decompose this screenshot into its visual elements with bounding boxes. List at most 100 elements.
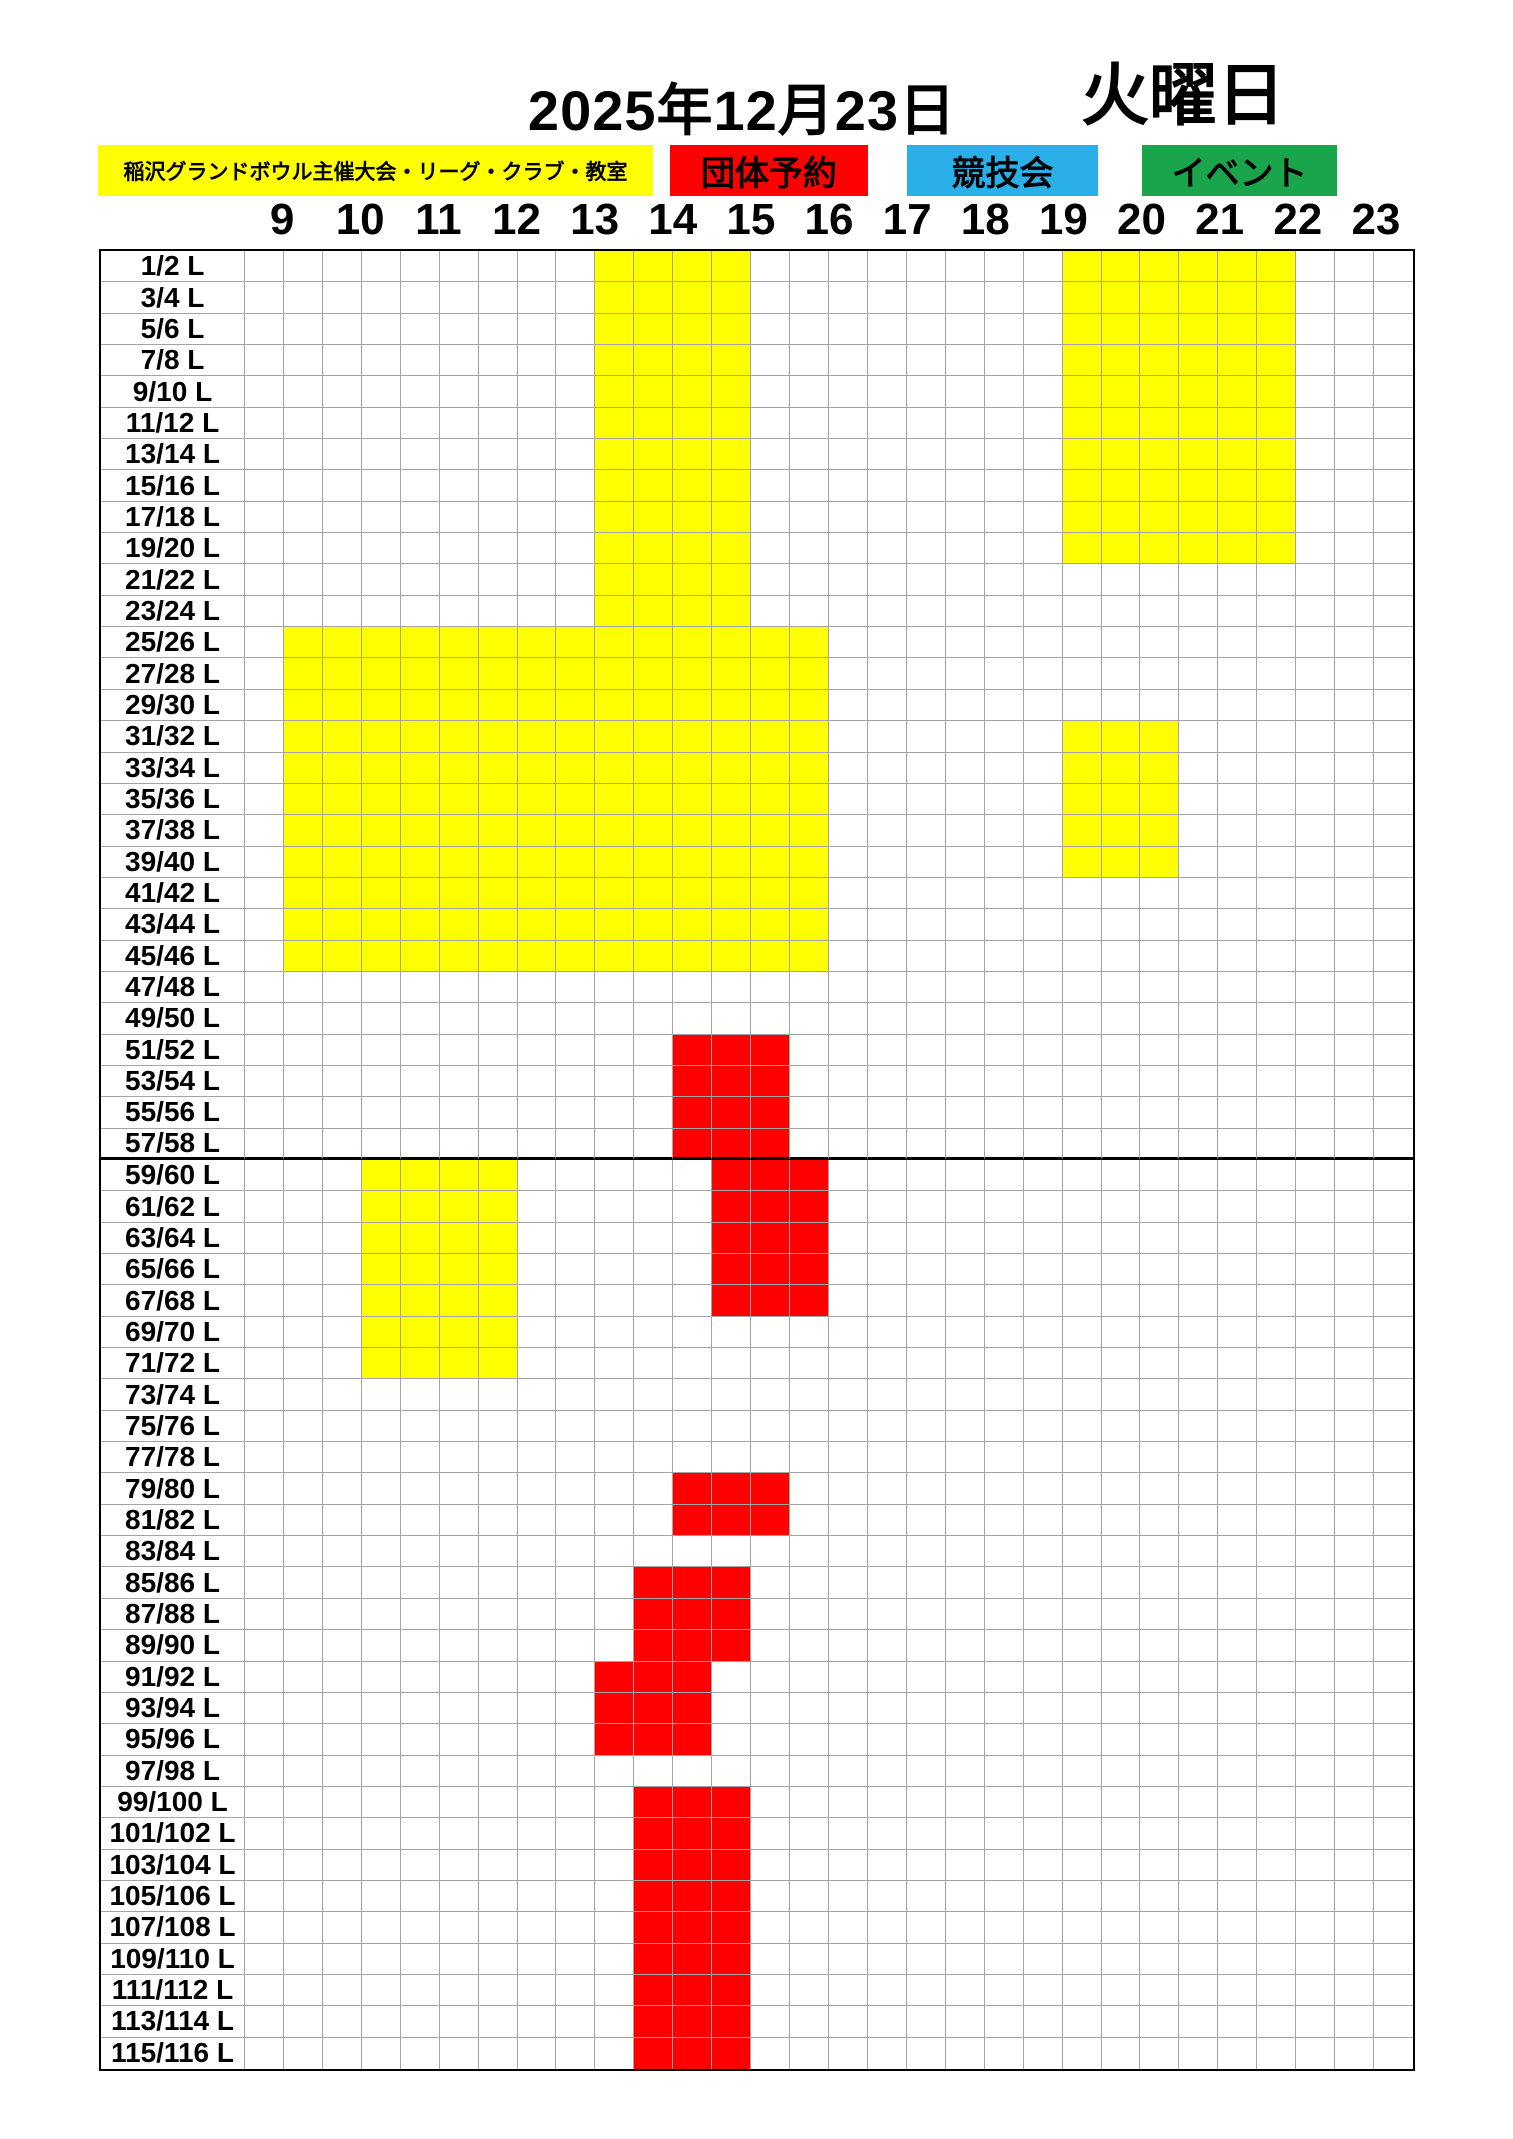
booking-cell-league <box>478 721 518 753</box>
slot-cell <box>1101 1630 1141 1662</box>
slot-cell <box>1101 1786 1141 1819</box>
slot-cell <box>1296 1065 1336 1098</box>
slot-cell <box>322 282 362 314</box>
booking-cell-league <box>712 815 752 847</box>
slot-cell <box>751 251 791 283</box>
slot-cell <box>906 658 946 690</box>
slot-cell <box>556 1316 596 1349</box>
slot-cell <box>439 1473 479 1505</box>
slot-cell <box>867 1034 907 1066</box>
slot-cell <box>984 752 1024 784</box>
slot-cell <box>478 1410 518 1443</box>
slot-cell <box>829 1661 868 1693</box>
lane-label: 81/82 L <box>101 1504 245 1537</box>
slot-cell <box>595 2006 635 2038</box>
slot-cell <box>984 1254 1024 1286</box>
slot-cell <box>245 1943 284 1975</box>
slot-cell <box>1374 1693 1413 1725</box>
time-label-9: 9 <box>269 195 295 244</box>
slot-cell <box>867 1786 907 1819</box>
slot-cell <box>1257 1191 1297 1223</box>
slot-cell <box>829 564 868 596</box>
slot-cell <box>1179 1755 1219 1787</box>
slot-cell <box>1023 940 1063 972</box>
slot-cell <box>867 313 907 346</box>
slot-cell <box>1374 470 1413 502</box>
slot-cell <box>245 627 284 659</box>
slot-cell <box>1335 877 1375 910</box>
slot-cell <box>1257 752 1297 784</box>
slot-cell <box>1062 1410 1102 1443</box>
slot-cell <box>906 752 946 784</box>
slot-cell <box>673 1755 713 1787</box>
slot-cell <box>1140 909 1180 941</box>
slot-cell <box>945 470 985 502</box>
booking-cell-league <box>790 721 829 753</box>
slot-cell <box>906 533 946 565</box>
slot-cell <box>790 1003 829 1035</box>
slot-cell <box>439 1379 479 1411</box>
slot-cell <box>867 1567 907 1599</box>
slot-cell <box>1218 877 1258 910</box>
booking-cell-league <box>478 1348 518 1380</box>
slot-cell <box>361 564 401 596</box>
slot-cell <box>867 1316 907 1349</box>
slot-cell <box>1062 1034 1102 1066</box>
booking-cell-league <box>595 658 635 690</box>
slot-cell <box>1296 1849 1336 1881</box>
slot-cell <box>245 501 284 534</box>
slot-cell <box>556 1410 596 1443</box>
slot-cell <box>245 313 284 346</box>
slot-cell <box>595 1254 635 1286</box>
slot-cell <box>400 2006 440 2038</box>
slot-cell <box>322 1316 362 1349</box>
booking-cell-league <box>751 689 791 722</box>
slot-cell <box>1374 408 1413 440</box>
slot-cell <box>984 595 1024 628</box>
slot-cell <box>1023 846 1063 878</box>
slot-cell <box>517 1692 557 1725</box>
lane-label: 105/106 L <box>101 1880 245 1913</box>
booking-cell-league <box>400 1285 440 1317</box>
slot-cell <box>1179 752 1219 784</box>
slot-cell <box>517 564 557 596</box>
booking-cell-league <box>283 689 323 722</box>
slot-cell <box>673 1191 713 1223</box>
slot-cell <box>1101 627 1141 659</box>
lane-label: 101/102 L <box>101 1818 245 1850</box>
slot-cell <box>517 1504 557 1537</box>
booking-cell-league <box>673 846 713 878</box>
slot-cell <box>1296 1504 1336 1537</box>
slot-cell <box>945 846 985 878</box>
slot-cell <box>790 1974 829 2007</box>
slot-cell <box>556 1379 596 1411</box>
booking-cell-group <box>673 1630 713 1662</box>
slot-cell <box>1374 627 1413 659</box>
slot-cell <box>1062 1160 1102 1192</box>
slot-cell <box>245 345 284 377</box>
slot-cell <box>867 1128 907 1160</box>
booking-cell-league <box>790 689 829 722</box>
slot-cell <box>1062 1786 1102 1819</box>
slot-cell <box>906 1003 946 1035</box>
slot-cell <box>790 1473 829 1505</box>
slot-cell <box>1218 1630 1258 1662</box>
slot-cell <box>907 2037 946 2069</box>
slot-cell <box>751 1912 791 1944</box>
slot-cell <box>478 1003 518 1035</box>
booking-cell-league <box>751 783 791 816</box>
booking-cell-league <box>283 658 323 690</box>
slot-cell <box>478 313 518 346</box>
slot-cell <box>829 815 868 847</box>
slot-cell <box>439 1974 479 2007</box>
slot-cell <box>1296 689 1336 722</box>
slot-cell <box>1179 1818 1219 1850</box>
slot-cell <box>673 1348 713 1380</box>
slot-cell <box>245 1379 284 1411</box>
slot-cell <box>1257 1818 1297 1850</box>
slot-cell <box>1101 1473 1141 1505</box>
lane-label: 31/32 L <box>101 721 245 753</box>
slot-cell <box>829 376 868 408</box>
slot-cell <box>867 1630 907 1662</box>
slot-cell <box>595 1034 635 1066</box>
